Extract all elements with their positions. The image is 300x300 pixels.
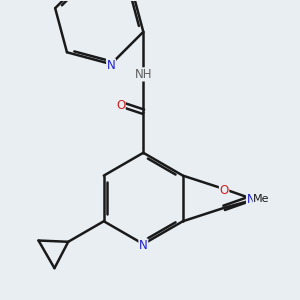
Text: N: N [139,239,148,252]
Text: Me: Me [253,194,270,204]
Text: NH: NH [135,68,152,81]
Text: O: O [116,99,125,112]
Text: N: N [247,194,255,206]
Text: N: N [107,59,116,72]
Text: O: O [220,184,229,197]
